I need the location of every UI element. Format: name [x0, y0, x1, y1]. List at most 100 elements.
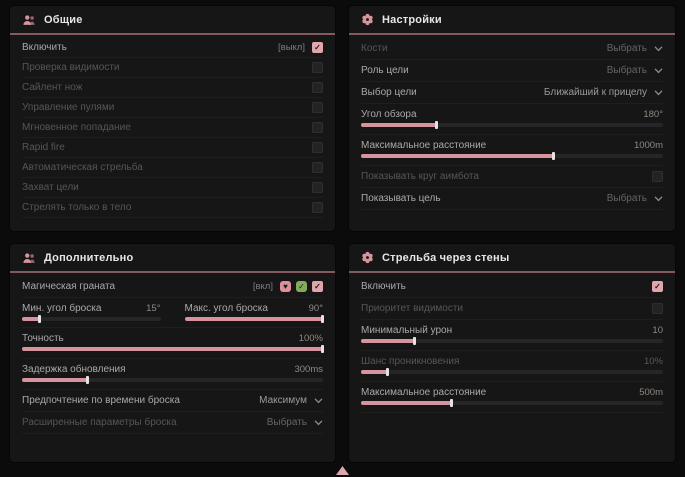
- slider-fill: [22, 347, 323, 351]
- slider-thumb[interactable]: [434, 121, 438, 129]
- slider-label: Угол обзора: [361, 108, 417, 120]
- toggle-row: Магическая граната [вкл] ♥ ✓ ✓: [22, 276, 323, 298]
- checkbox[interactable]: [312, 202, 323, 213]
- users-icon: [22, 14, 36, 26]
- dropdown-row: Кости Выбрать: [361, 38, 663, 60]
- slider-thumb[interactable]: [449, 399, 453, 407]
- slider-thumb[interactable]: [413, 337, 417, 345]
- slider-thumb[interactable]: [386, 368, 390, 376]
- dropdown-label: Показывать цель: [361, 193, 441, 204]
- slider-track[interactable]: [361, 368, 663, 376]
- dropdown[interactable]: Выбрать: [607, 193, 663, 204]
- slider-thumb[interactable]: [86, 376, 90, 384]
- chevron-down-icon: [654, 45, 663, 51]
- toggle-controls: [312, 142, 323, 153]
- checkbox[interactable]: ✓: [312, 281, 323, 292]
- slider-fill: [361, 401, 452, 405]
- toggle-label: Стрелять только в тело: [22, 202, 132, 213]
- checkbox[interactable]: [312, 122, 323, 133]
- toggle-row: Стрелять только в тело: [22, 198, 323, 218]
- panel-settings: Настройки Кости Выбрать Роль цели Выбрать Вы…: [349, 6, 675, 231]
- checkbox[interactable]: [652, 171, 663, 182]
- slider-fill: [22, 317, 40, 321]
- slider-header: Макс. угол броска 90°: [185, 302, 324, 314]
- bind-hint: [вкл]: [252, 281, 273, 292]
- slider-track[interactable]: [184, 315, 324, 323]
- toggle-controls: [312, 82, 323, 93]
- bind-hint: [выкл]: [278, 42, 305, 53]
- slider-track[interactable]: [22, 345, 324, 353]
- dropdown-value: Выбрать: [606, 193, 647, 204]
- broken-heart-icon[interactable]: ♥: [280, 281, 291, 292]
- checkbox[interactable]: [312, 102, 323, 113]
- checkbox[interactable]: [312, 182, 323, 193]
- dropdown-value: Выбрать: [266, 417, 307, 428]
- checkbox[interactable]: [312, 82, 323, 93]
- checkbox[interactable]: [312, 162, 323, 173]
- slider-header: Задержка обновления 300ms: [22, 363, 323, 375]
- dropdown[interactable]: Выбрать: [607, 43, 663, 54]
- toggle-controls: [312, 122, 323, 133]
- dropdown[interactable]: Ближайший к прицелу: [544, 87, 663, 98]
- chevron-down-icon: [314, 397, 323, 403]
- toggle-label: Мгновенное попадание: [22, 122, 131, 133]
- dropdown-label: Кости: [361, 43, 388, 54]
- slider-track[interactable]: [361, 337, 663, 345]
- toggle-label: Включить: [22, 42, 67, 53]
- slider-track[interactable]: [22, 315, 161, 323]
- checkbox[interactable]: ✓: [652, 281, 663, 292]
- slider-thumb[interactable]: [321, 315, 324, 323]
- slider-pair-row: Мин. угол броска 15° Макс. угол броска 90°: [22, 298, 324, 328]
- panel-general-body: Включить [выкл] ✓ Проверка видимости Сайлент…: [10, 35, 335, 218]
- slider-value: 10%: [643, 355, 663, 367]
- chevron-down-icon: [654, 89, 663, 95]
- toggle-label: Захват цели: [22, 182, 79, 193]
- toggle-row: Автоматическая стрельба: [22, 158, 323, 178]
- toggle-row: Сайлент нож: [22, 78, 323, 98]
- slider-thumb[interactable]: [321, 345, 324, 353]
- slider-track[interactable]: [361, 152, 663, 160]
- dropdown-label: Роль цели: [361, 65, 409, 76]
- dropdown[interactable]: Выбрать: [267, 417, 323, 428]
- check-leaf-icon[interactable]: ✓: [296, 281, 307, 292]
- dropdown-row: Показывать цель Выбрать: [361, 188, 663, 210]
- slider-row: Максимальное расстояние 500m: [361, 382, 663, 413]
- slider-label: Мин. угол броска: [22, 302, 102, 314]
- checkbox[interactable]: [312, 142, 323, 153]
- toggle-controls: [выкл] ✓: [278, 42, 323, 53]
- slider-track[interactable]: [361, 121, 663, 129]
- slider-label: Макс. угол броска: [184, 302, 268, 314]
- slider-label: Максимальное расстояние: [361, 139, 487, 151]
- slider-label: Минимальный урон: [361, 324, 453, 336]
- toggle-controls: [312, 202, 323, 213]
- slider-header: Точность 100%: [22, 332, 323, 344]
- slider-track[interactable]: [22, 376, 323, 384]
- checkbox[interactable]: ✓: [312, 42, 323, 53]
- slider-header: Минимальный урон 10: [361, 324, 663, 336]
- slider-row: Угол обзора 180°: [361, 104, 663, 135]
- cursor-triangle: [336, 466, 349, 475]
- panel-title: Дополнительно: [44, 251, 134, 264]
- toggle-controls: [652, 303, 663, 314]
- slider-thumb[interactable]: [38, 315, 41, 323]
- checkbox[interactable]: [312, 62, 323, 73]
- checkbox[interactable]: [652, 303, 663, 314]
- slider-label: Максимальное расстояние: [361, 386, 487, 398]
- slider-row: Шанс проникновения 10%: [361, 351, 663, 382]
- slider-row: Задержка обновления 300ms: [22, 359, 323, 390]
- panel-general: Общие Включить [выкл] ✓ Проверка видимости С…: [10, 6, 335, 231]
- dropdown-value: Максимум: [259, 395, 307, 406]
- slider-row: Точность 100%: [22, 328, 324, 359]
- slider-value: 10: [652, 324, 663, 336]
- slider-value: 100%: [298, 332, 323, 344]
- dropdown-row: Предпочтение по времени броска Максимум: [22, 390, 323, 412]
- slider-label: Задержка обновления: [22, 363, 126, 375]
- dropdown[interactable]: Выбрать: [607, 65, 663, 76]
- slider-track[interactable]: [361, 399, 663, 407]
- slider-thumb[interactable]: [552, 152, 556, 160]
- toggle-row: Показывать круг аимбота: [361, 166, 663, 188]
- slider-header: Шанс проникновения 10%: [361, 355, 663, 367]
- slider-value: 500m: [639, 386, 663, 398]
- dropdown[interactable]: Максимум: [259, 395, 323, 406]
- dropdown-row: Роль цели Выбрать: [361, 60, 663, 82]
